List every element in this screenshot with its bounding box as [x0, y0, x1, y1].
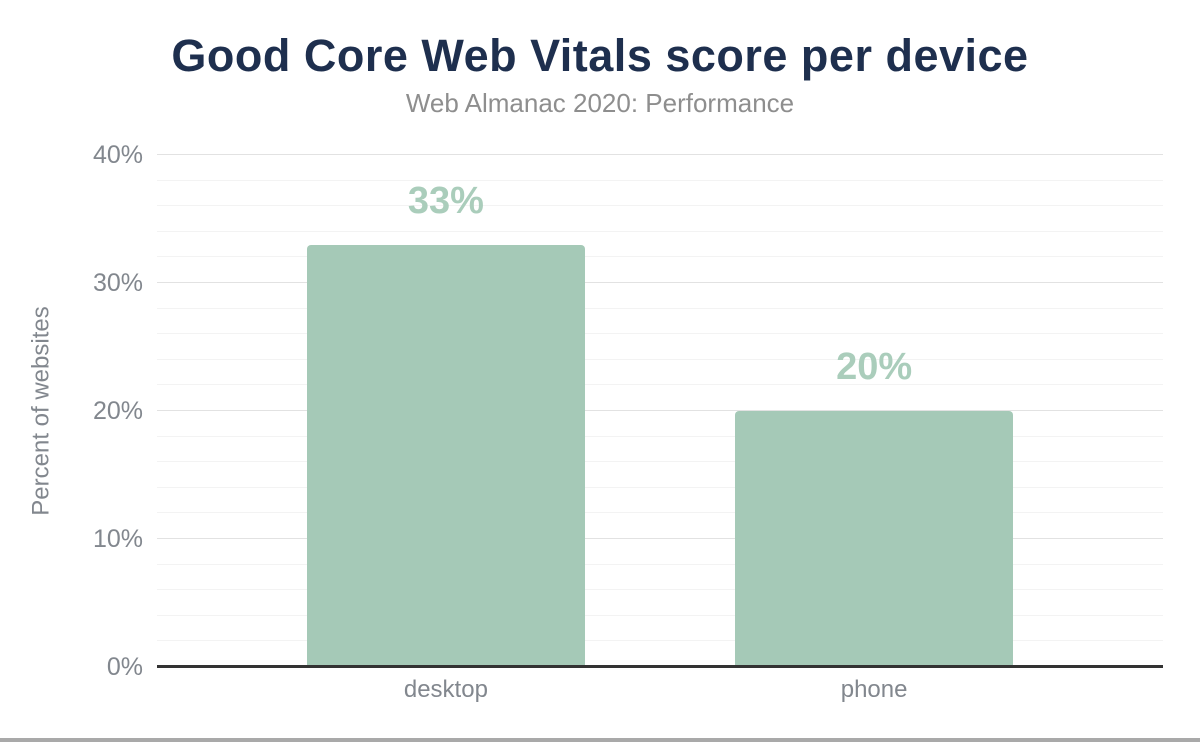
y-axis-tick-labels: 0% 10% 20% 30% 40% [0, 141, 143, 681]
bars-row: 33% 20% [157, 155, 1163, 667]
x-axis-baseline [157, 665, 1163, 668]
major-gridline [157, 538, 1163, 539]
minor-gridline [157, 486, 1163, 488]
bar-desktop [306, 244, 586, 667]
page-bottom-border [0, 738, 1200, 742]
chart-subtitle: Web Almanac 2020: Performance [405, 88, 795, 118]
major-gridline [157, 154, 1163, 155]
x-axis-tick-labels: desktop phone [157, 670, 1163, 704]
x-tick-label-desktop: desktop [403, 676, 488, 703]
minor-gridline [157, 589, 1163, 591]
bar-phone [734, 411, 1014, 667]
bar-value-label: 20% [836, 346, 913, 388]
minor-gridline [157, 333, 1163, 335]
minor-gridline [157, 205, 1163, 207]
minor-gridline [157, 614, 1163, 616]
minor-gridline [157, 563, 1163, 565]
minor-gridline [157, 358, 1163, 360]
major-gridline [157, 410, 1163, 411]
bar-column-phone: 20% [734, 155, 1014, 667]
y-tick-label: 20% [92, 396, 143, 425]
chart-title: Good Core Web Vitals score per device [171, 30, 1029, 81]
minor-gridline [157, 435, 1163, 437]
y-tick-label: 0% [106, 652, 143, 681]
minor-gridline [157, 179, 1163, 181]
x-tick-label-phone: phone [840, 676, 908, 703]
minor-gridline [157, 230, 1163, 232]
minor-gridline [157, 461, 1163, 463]
minor-gridline [157, 256, 1163, 258]
y-tick-label: 30% [92, 268, 143, 297]
y-tick-label: 40% [92, 140, 143, 169]
major-gridline [157, 282, 1163, 283]
bar-value-label: 33% [407, 179, 484, 222]
bar-column-desktop: 33% [306, 155, 586, 667]
y-tick-label: 10% [92, 524, 143, 553]
minor-gridline [157, 512, 1163, 514]
minor-gridline [157, 640, 1163, 642]
minor-gridline [157, 384, 1163, 386]
minor-gridline [157, 307, 1163, 309]
plot-area: 33% 20% [157, 154, 1163, 668]
